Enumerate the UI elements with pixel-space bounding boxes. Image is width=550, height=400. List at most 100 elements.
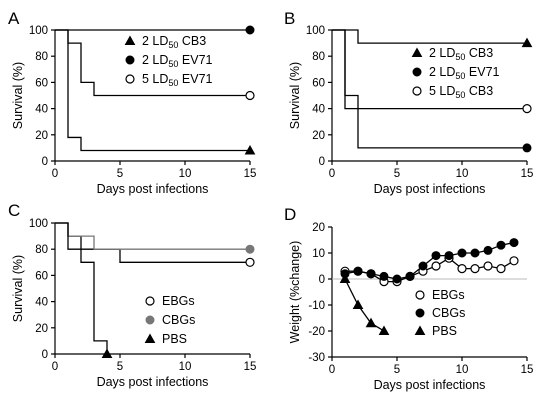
- legend-marker: [415, 308, 425, 318]
- y-tick-label: -30: [308, 352, 325, 364]
- data-point: [444, 251, 454, 261]
- series-line: [55, 222, 250, 250]
- y-tick-label: 60: [35, 270, 48, 282]
- legend-marker: [414, 325, 426, 335]
- y-tick-label: 80: [35, 51, 48, 63]
- legend-label: CBGs: [162, 313, 195, 327]
- y-tick-label: 80: [312, 51, 325, 63]
- y-axis-label: Survival (%): [11, 62, 25, 129]
- series-line: [55, 222, 250, 263]
- legend-marker: [411, 47, 423, 57]
- legend-label: 2 LD50 EV71: [142, 53, 213, 69]
- legend-entry: 5 LD50 CB3: [412, 84, 493, 100]
- data-point: [470, 248, 480, 258]
- x-tick-label: 15: [521, 168, 534, 180]
- x-tick-label: 10: [179, 168, 192, 180]
- y-tick-label: 10: [312, 248, 325, 260]
- legend-entry: PBS: [144, 332, 187, 346]
- legend-label: PBS: [432, 324, 457, 338]
- y-axis-label: Survival (%): [288, 62, 302, 129]
- panel-a: A 0 20 40 60 80 100 0 5 10 15 Days post infections S…: [8, 9, 256, 196]
- data-point: [339, 273, 351, 283]
- y-tick-label: -10: [308, 300, 325, 312]
- data-point: [496, 240, 506, 250]
- y-tick-label: 100: [29, 218, 48, 230]
- series-5-ld50-cb3: [332, 29, 532, 114]
- y-tick-label: 100: [29, 25, 48, 37]
- legend-marker: [412, 86, 422, 96]
- x-axis-label: Days post infections: [374, 378, 486, 392]
- x-axis-label: Days post infections: [97, 375, 209, 389]
- data-point: [431, 261, 441, 271]
- legend-marker: [125, 55, 135, 65]
- panel-letter: C: [8, 201, 20, 220]
- y-axis-label: Survival (%): [11, 255, 25, 322]
- legend-marker: [125, 74, 135, 84]
- legend-label: CBGs: [432, 306, 465, 320]
- x-tick-label: 5: [117, 168, 123, 180]
- data-point: [431, 251, 441, 261]
- x-tick-label: 15: [244, 168, 257, 180]
- legend-label: EBGs: [162, 294, 195, 308]
- data-point: [496, 264, 506, 274]
- x-tick-label: 5: [394, 168, 400, 180]
- series-line: [332, 29, 527, 44]
- legend-entry: CBGs: [145, 313, 195, 327]
- panel-letter: A: [8, 9, 20, 28]
- legend-entry: EBGs: [145, 294, 195, 308]
- legend-label: 2 LD50 EV71: [429, 65, 500, 81]
- legend-label: 5 LD50 EV71: [142, 72, 213, 88]
- legend-label: 2 LD50 CB3: [142, 34, 206, 50]
- end-marker: [522, 103, 532, 114]
- x-tick-label: 5: [117, 361, 123, 373]
- data-point: [509, 256, 519, 266]
- y-tick-label: 0: [42, 349, 48, 361]
- legend-label: EBGs: [432, 288, 465, 302]
- series-2-ld50-cb3: [55, 29, 256, 155]
- series-2-ld50-ev71: [55, 25, 255, 35]
- legend-entry: 2 LD50 EV71: [125, 53, 213, 69]
- end-marker: [522, 143, 532, 153]
- legend-entry: 2 LD50 CB3: [124, 34, 206, 50]
- y-tick-label: 40: [35, 297, 48, 309]
- panel-letter: D: [284, 205, 296, 224]
- panel-d: D -30 -20 -10 0 10 20 0 5 10 15 Days post infection…: [284, 205, 533, 392]
- y-tick-label: 20: [35, 323, 48, 335]
- y-tick-label: 0: [319, 274, 325, 286]
- series-5-ld50-ev71: [55, 29, 255, 101]
- y-tick-label: -20: [308, 326, 325, 338]
- data-point: [392, 274, 402, 284]
- data-point: [483, 261, 493, 271]
- legend-label: 5 LD50 CB3: [429, 84, 493, 100]
- legend-marker: [415, 290, 425, 300]
- x-tick-label: 10: [456, 364, 469, 376]
- x-tick-label: 0: [52, 168, 58, 180]
- y-tick-label: 40: [35, 104, 48, 116]
- end-marker: [245, 257, 255, 267]
- series-cbgs: [340, 238, 519, 284]
- data-point: [353, 266, 363, 276]
- legend-entry: CBGs: [415, 306, 465, 320]
- y-tick-label: 60: [35, 77, 48, 89]
- end-marker: [245, 244, 255, 254]
- legend-entry: 5 LD50 EV71: [125, 72, 213, 88]
- data-point: [457, 248, 467, 258]
- x-tick-label: 0: [329, 364, 335, 376]
- data-point: [366, 269, 376, 279]
- end-marker: [521, 37, 533, 48]
- data-point: [352, 299, 364, 309]
- legend-marker: [144, 333, 156, 343]
- end-marker: [245, 90, 255, 101]
- y-axis-label: Weight (%change): [288, 241, 302, 344]
- panel-c: C 0 20 40 60 80 100 0 5 10 15 Days post infections S…: [8, 201, 256, 389]
- y-tick-label: 0: [42, 156, 48, 168]
- legend-label: 2 LD50 CB3: [429, 46, 493, 62]
- y-tick-label: 80: [35, 244, 48, 256]
- y-tick-label: 20: [35, 130, 48, 142]
- data-point: [378, 325, 390, 335]
- data-point: [365, 317, 377, 328]
- panel-letter: B: [284, 9, 295, 28]
- y-tick-label: 0: [319, 156, 325, 168]
- series-pbs: [55, 222, 113, 358]
